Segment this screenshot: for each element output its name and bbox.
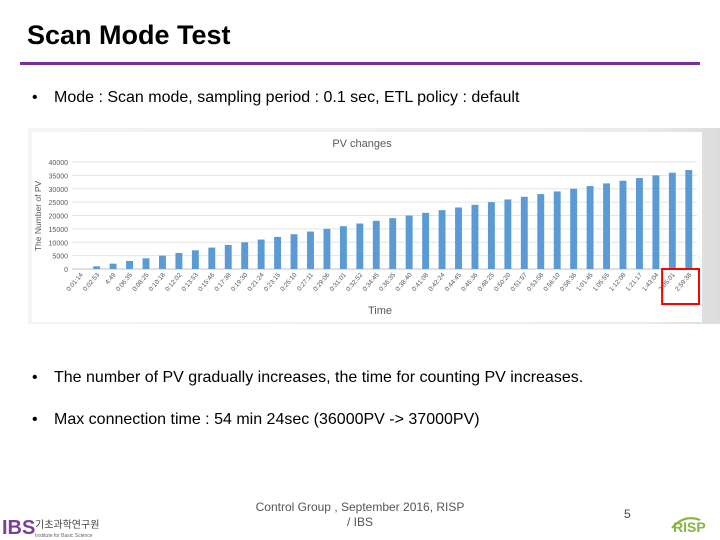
y-tick-labels: 0 5000 10000 15000 20000 25000 30000 35000 40000 bbox=[49, 160, 69, 274]
bullet-marker: • bbox=[32, 369, 38, 386]
bar bbox=[109, 263, 117, 269]
bar bbox=[438, 210, 446, 269]
bar bbox=[241, 242, 249, 269]
bar bbox=[224, 244, 232, 269]
y-axis-label: The Number of PV bbox=[33, 180, 43, 251]
bar bbox=[372, 220, 380, 269]
bullet-pv-increase-text: The number of PV gradually increases, th… bbox=[54, 369, 584, 386]
bar bbox=[586, 186, 594, 269]
footer-line-2: / IBS bbox=[346, 515, 373, 529]
y-tick-label: 10000 bbox=[49, 240, 69, 247]
ibs-logo: IBS 기초과학연구원 Institute for Basic Science bbox=[2, 517, 99, 539]
bar bbox=[323, 228, 331, 269]
bar bbox=[570, 188, 578, 269]
x-tick-labels: 0:01:140:02:53 4:490:06:350:08:250:10:180… bbox=[65, 271, 693, 292]
page-number: 5 bbox=[624, 507, 631, 521]
bar bbox=[175, 252, 183, 269]
bar bbox=[553, 191, 561, 269]
bar bbox=[208, 247, 216, 269]
bullet-mode: • Mode : Scan mode, sampling period : 0.1… bbox=[32, 89, 519, 107]
bullet-mode-text: Mode : Scan mode, sampling period : 0.1 … bbox=[54, 89, 520, 106]
ibs-logo-korean: 기초과학연구원 bbox=[35, 519, 99, 531]
slide-title: Scan Mode Test bbox=[27, 20, 231, 50]
bar bbox=[93, 266, 101, 269]
bar bbox=[405, 215, 413, 269]
bar bbox=[520, 196, 528, 269]
bar bbox=[274, 236, 282, 269]
bar bbox=[356, 223, 364, 269]
x-axis-label: Time bbox=[368, 305, 392, 317]
bar bbox=[290, 234, 298, 269]
bar bbox=[142, 258, 150, 269]
bar bbox=[257, 239, 265, 269]
footer: Control Group , September 2016, RISP / I… bbox=[250, 500, 470, 530]
risp-logo-text: RISP bbox=[673, 519, 706, 535]
bullet-marker: • bbox=[32, 89, 38, 106]
x-tick-label: 0:25:10 bbox=[279, 271, 299, 292]
y-tick-label: 25000 bbox=[49, 200, 69, 207]
x-tick-label: 4:49 bbox=[104, 271, 118, 285]
y-tick-label: 40000 bbox=[49, 160, 69, 167]
chart-bars bbox=[93, 170, 693, 269]
chart-title: PV changes bbox=[332, 138, 392, 150]
bullet-max-connection-text: Max connection time : 54 min 24sec (3600… bbox=[54, 411, 480, 428]
y-tick-label: 0 bbox=[64, 267, 68, 274]
bar bbox=[652, 175, 660, 269]
x-tick-label: 2:59:38 bbox=[674, 271, 694, 292]
bar bbox=[126, 260, 134, 269]
x-tick-label: 0:02:53 bbox=[82, 271, 102, 292]
ibs-logo-subtitle: Institute for Basic Science bbox=[35, 533, 93, 539]
y-tick-label: 20000 bbox=[49, 214, 69, 221]
risp-logo: RISP bbox=[671, 517, 706, 535]
y-tick-label: 30000 bbox=[49, 187, 69, 194]
bar bbox=[685, 170, 693, 269]
bar bbox=[668, 172, 676, 269]
bar bbox=[471, 204, 479, 269]
bullet-pv-increase: • The number of PV gradually increases, t… bbox=[32, 369, 583, 387]
ibs-logo-text: IBS bbox=[2, 517, 35, 539]
bar bbox=[307, 231, 314, 269]
bullet-max-connection: • Max connection time : 54 min 24sec (360… bbox=[32, 411, 480, 429]
bar bbox=[619, 180, 627, 269]
y-tick-label: 5000 bbox=[52, 254, 68, 261]
highlight-box bbox=[661, 268, 701, 305]
bar bbox=[339, 226, 347, 269]
y-tick-label: 35000 bbox=[49, 173, 69, 180]
bar bbox=[635, 178, 643, 269]
risp-logo-swoosh bbox=[671, 517, 701, 529]
bar bbox=[537, 194, 545, 269]
pv-chart: 0 5000 10000 15000 20000 25000 30000 35000 40000… bbox=[32, 132, 702, 322]
bullet-marker: • bbox=[32, 411, 38, 428]
bar bbox=[191, 250, 199, 269]
bar bbox=[603, 183, 610, 269]
y-tick-label: 15000 bbox=[49, 227, 69, 234]
bar bbox=[455, 207, 462, 269]
bar bbox=[159, 255, 166, 269]
bar bbox=[504, 199, 512, 269]
bar bbox=[389, 218, 397, 269]
footer-line-1: Control Group , September 2016, RISP bbox=[255, 500, 465, 514]
title-divider bbox=[20, 62, 700, 65]
bar bbox=[422, 212, 430, 269]
bar bbox=[487, 202, 495, 269]
pv-chart-svg: 0 5000 10000 15000 20000 25000 30000 35000 40000… bbox=[33, 138, 701, 317]
